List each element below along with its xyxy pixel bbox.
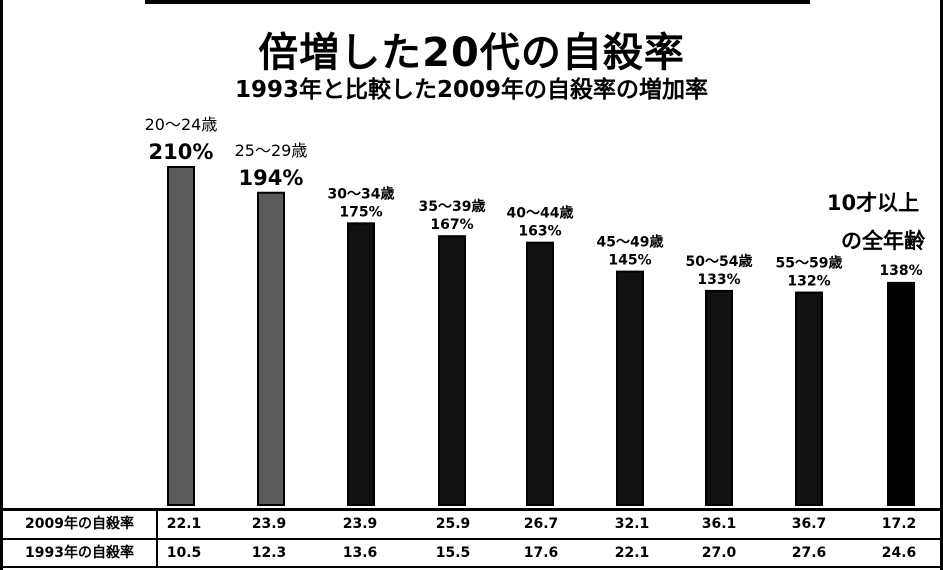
bar bbox=[347, 222, 375, 506]
table-cell: 24.6 bbox=[881, 545, 917, 561]
table-cell: 22.1 bbox=[166, 516, 202, 532]
table-cell: 23.9 bbox=[251, 516, 287, 532]
bar bbox=[705, 289, 733, 506]
table-cell: 25.9 bbox=[435, 516, 471, 532]
bar bbox=[616, 270, 644, 506]
value-label: 175% bbox=[339, 204, 382, 220]
bar-chart: 20～24歳 210% 25～29歳 194% 30～34歳 175% 35～39歳 167%… bbox=[145, 115, 926, 506]
value-label: 194% bbox=[239, 166, 304, 190]
table-row-2009: 2009年の自殺率 22.1 23.9 23.9 25.9 26.7 32.1 … bbox=[3, 511, 940, 540]
table-cell: 27.6 bbox=[791, 545, 827, 561]
value-label: 210% bbox=[149, 140, 214, 164]
bar bbox=[438, 235, 466, 506]
category-label: の全年齢 bbox=[841, 229, 926, 253]
category-label: 20～24歳 bbox=[145, 115, 218, 134]
row-label-2009: 2009年の自殺率 bbox=[3, 511, 158, 538]
table-cell: 36.7 bbox=[791, 516, 827, 532]
bar bbox=[167, 166, 195, 506]
bar bbox=[887, 281, 915, 506]
category-label: 40～44歳 bbox=[507, 205, 574, 222]
table-cell: 15.5 bbox=[435, 545, 471, 561]
bar bbox=[795, 291, 823, 506]
table-cell: 27.0 bbox=[701, 545, 737, 561]
table-cell: 13.6 bbox=[342, 545, 378, 561]
table-cell: 17.2 bbox=[881, 516, 917, 532]
table-cell: 26.7 bbox=[523, 516, 559, 532]
value-label: 138% bbox=[879, 263, 922, 279]
bar bbox=[257, 191, 285, 506]
chart-title: 倍増した20代の自殺率 bbox=[258, 30, 685, 76]
category-label: 50～54歳 bbox=[686, 253, 753, 270]
table-row-1993: 1993年の自殺率 10.5 12.3 13.6 15.5 17.6 22.1 … bbox=[3, 540, 940, 567]
chart-subtitle: 1993年と比較した2009年の自殺率の増加率 bbox=[234, 77, 709, 103]
value-label: 133% bbox=[697, 272, 740, 288]
value-label: 132% bbox=[787, 274, 830, 290]
category-label: 10才以上 bbox=[827, 191, 919, 215]
table-cell: 32.1 bbox=[614, 516, 650, 532]
table-cell: 23.9 bbox=[342, 516, 378, 532]
category-label: 45～49歳 bbox=[597, 234, 664, 251]
data-table: 2009年の自殺率 22.1 23.9 23.9 25.9 26.7 32.1 … bbox=[3, 508, 940, 568]
top-rule bbox=[145, 0, 810, 4]
table-cell: 36.1 bbox=[701, 516, 737, 532]
bar bbox=[526, 241, 554, 506]
value-label: 145% bbox=[608, 253, 651, 269]
category-label: 25～29歳 bbox=[235, 141, 308, 160]
row-label-1993: 1993年の自殺率 bbox=[3, 540, 158, 567]
table-cell: 10.5 bbox=[166, 545, 202, 561]
table-cell: 12.3 bbox=[251, 545, 287, 561]
value-label: 167% bbox=[430, 217, 473, 233]
category-label: 30～34歳 bbox=[328, 185, 395, 202]
category-label: 35～39歳 bbox=[419, 198, 486, 215]
value-label: 163% bbox=[518, 224, 561, 240]
category-label: 55～59歳 bbox=[776, 255, 843, 272]
table-cell: 17.6 bbox=[523, 545, 559, 561]
table-cell: 22.1 bbox=[614, 545, 650, 561]
